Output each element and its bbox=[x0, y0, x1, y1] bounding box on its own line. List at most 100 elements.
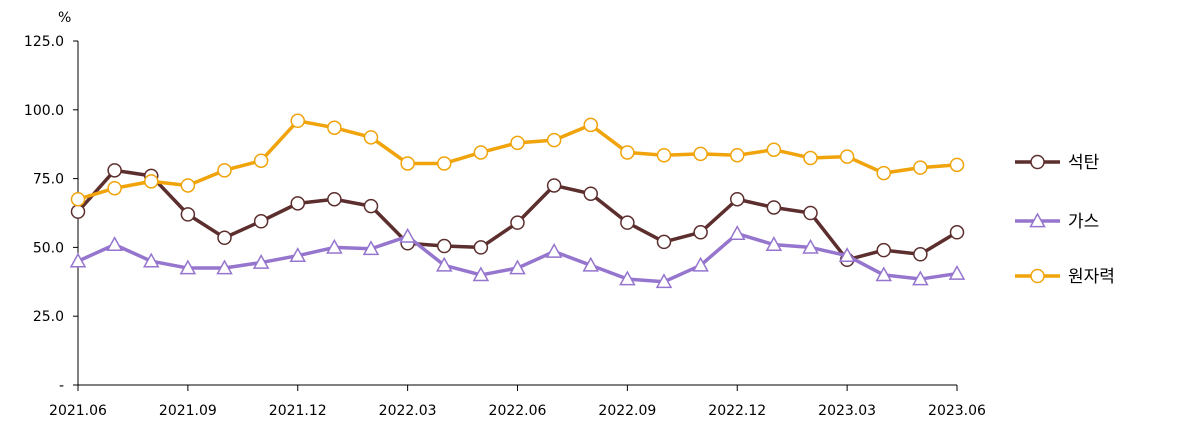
legend-label: 가스 bbox=[1068, 212, 1099, 232]
data-point bbox=[69, 252, 87, 268]
series-line bbox=[77, 119, 958, 201]
data-point bbox=[656, 234, 672, 250]
data-point bbox=[473, 240, 489, 255]
data-point bbox=[545, 242, 563, 258]
data-point bbox=[949, 157, 965, 173]
x-tick-label: 2021.09 bbox=[159, 403, 217, 419]
data-point bbox=[949, 225, 965, 240]
data-point bbox=[179, 259, 197, 275]
data-point bbox=[362, 240, 380, 256]
data-point bbox=[948, 264, 966, 280]
data-point bbox=[913, 160, 928, 175]
series-layer bbox=[69, 113, 966, 289]
data-point bbox=[619, 270, 636, 286]
x-tick-label: 2023.06 bbox=[928, 403, 986, 419]
data-point bbox=[693, 225, 708, 240]
x-tick-label: 2023.03 bbox=[818, 403, 876, 419]
x-tick-label: 2022.06 bbox=[489, 403, 547, 419]
data-point bbox=[180, 207, 196, 222]
y-unit-label: % bbox=[58, 10, 71, 26]
data-point bbox=[583, 186, 598, 201]
data-point bbox=[363, 198, 379, 214]
data-point bbox=[289, 247, 307, 263]
data-point bbox=[472, 266, 490, 282]
legend-label: 석탄 bbox=[1068, 153, 1100, 173]
data-point bbox=[253, 214, 269, 229]
data-point bbox=[583, 117, 598, 133]
legend-item: 석탄 bbox=[1015, 153, 1100, 173]
data-point bbox=[437, 238, 452, 254]
series-line bbox=[77, 231, 958, 284]
y-tick-label: - bbox=[59, 378, 64, 394]
data-point bbox=[107, 163, 122, 178]
data-point bbox=[473, 145, 489, 160]
data-point bbox=[802, 238, 819, 254]
data-point bbox=[766, 200, 782, 215]
data-point bbox=[510, 215, 525, 230]
data-point bbox=[217, 163, 232, 178]
data-point bbox=[144, 174, 159, 189]
y-tick-label: 50.0 bbox=[33, 240, 64, 256]
data-point bbox=[692, 256, 709, 272]
data-point bbox=[326, 238, 343, 254]
data-point bbox=[107, 180, 122, 196]
data-point bbox=[693, 146, 708, 162]
data-point bbox=[253, 153, 269, 168]
data-point bbox=[765, 236, 783, 251]
data-point bbox=[876, 242, 891, 258]
data-point bbox=[290, 196, 305, 211]
data-point bbox=[875, 266, 893, 282]
legend-marker bbox=[1030, 154, 1045, 170]
data-point bbox=[180, 178, 196, 193]
data-point bbox=[216, 259, 233, 275]
data-point bbox=[400, 156, 415, 171]
data-point bbox=[620, 145, 635, 160]
data-point bbox=[252, 253, 270, 269]
data-point bbox=[876, 165, 891, 181]
x-tick-label: 2022.03 bbox=[379, 403, 437, 419]
x-tick-label: 2022.12 bbox=[708, 403, 766, 419]
data-point bbox=[546, 132, 562, 148]
data-point bbox=[913, 247, 928, 262]
legend-marker bbox=[1030, 268, 1045, 284]
legend-label: 원자력 bbox=[1068, 267, 1115, 287]
series-2 bbox=[70, 113, 965, 207]
data-point bbox=[510, 135, 525, 151]
data-point bbox=[912, 270, 929, 286]
data-point bbox=[656, 147, 672, 163]
data-point bbox=[70, 204, 86, 219]
data-point bbox=[803, 150, 818, 166]
y-tick-label: 125.0 bbox=[24, 34, 64, 50]
legend-item: 원자력 bbox=[1015, 267, 1115, 287]
data-point bbox=[728, 225, 746, 240]
data-point bbox=[363, 130, 379, 145]
series-line bbox=[76, 168, 958, 262]
data-point bbox=[327, 191, 342, 207]
axes: - 25.0 50.0 75.0 100.0 125.0 2021.06 2021.09 202… bbox=[24, 34, 986, 419]
legend-item: 가스 bbox=[1015, 212, 1099, 232]
data-point bbox=[70, 191, 86, 207]
series-1 bbox=[69, 225, 966, 289]
data-point bbox=[437, 156, 452, 171]
y-tick-label: 25.0 bbox=[33, 309, 64, 325]
data-point bbox=[838, 247, 856, 263]
y-tick-label: 75.0 bbox=[33, 172, 64, 188]
data-point bbox=[620, 215, 635, 230]
y-tick-label: 100.0 bbox=[24, 103, 64, 119]
x-tick-label: 2021.12 bbox=[269, 403, 327, 419]
data-point bbox=[839, 149, 855, 164]
data-point bbox=[217, 230, 232, 246]
legend-marker bbox=[1029, 212, 1046, 228]
data-point bbox=[655, 273, 673, 289]
data-point bbox=[730, 191, 745, 207]
data-point bbox=[582, 256, 600, 272]
data-point bbox=[106, 236, 123, 251]
data-point bbox=[546, 178, 562, 193]
data-point bbox=[730, 147, 745, 163]
data-point bbox=[435, 256, 453, 272]
x-tick-label: 2021.06 bbox=[49, 403, 107, 419]
data-point bbox=[290, 113, 305, 129]
